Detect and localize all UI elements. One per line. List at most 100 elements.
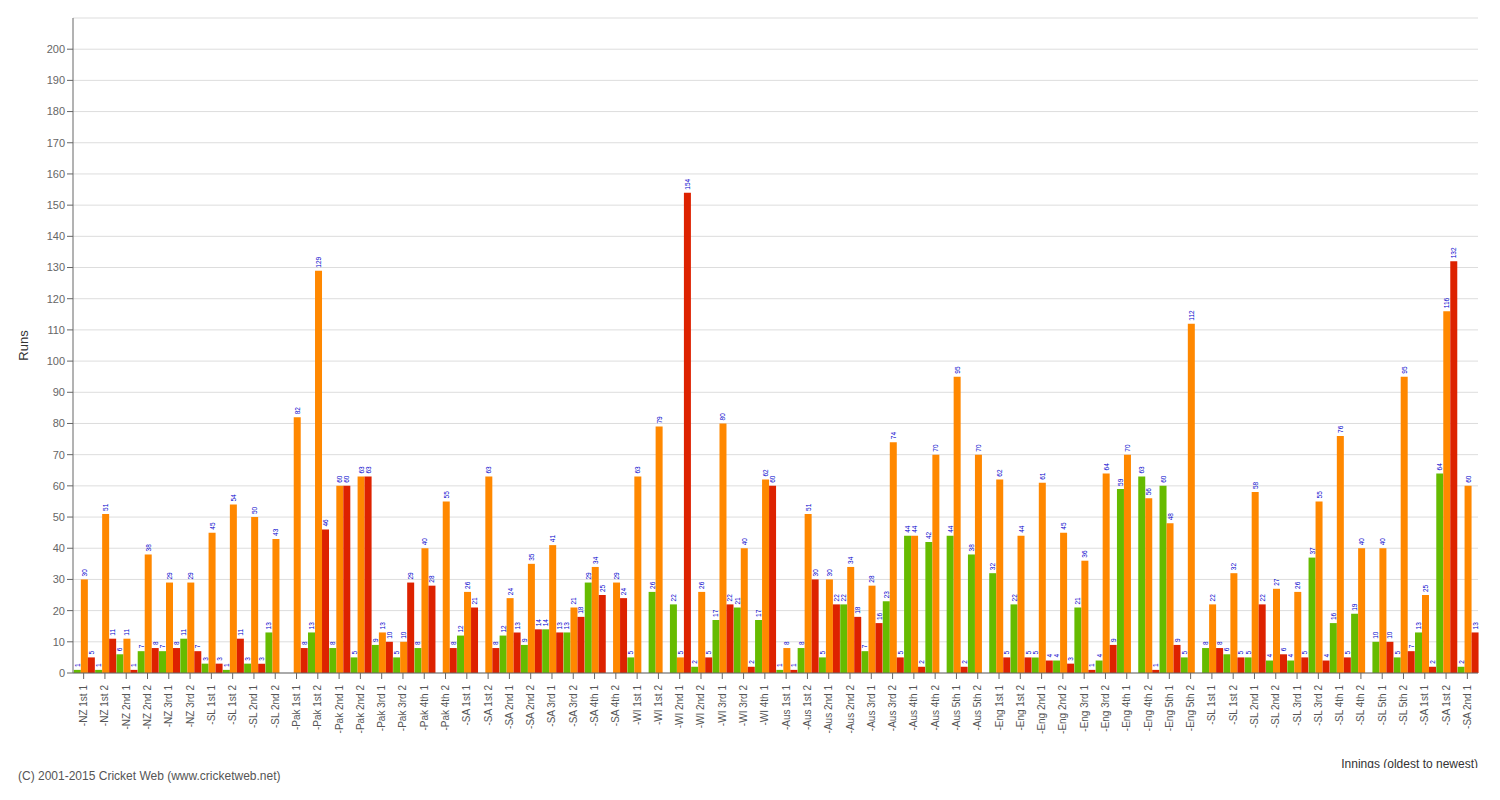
svg-text:-SL 4th 2: -SL 4th 2: [1355, 685, 1366, 726]
svg-text:12: 12: [457, 625, 464, 633]
svg-text:17: 17: [712, 609, 719, 617]
svg-text:21: 21: [471, 597, 478, 605]
svg-text:-SL 4th 1: -SL 4th 1: [1334, 685, 1345, 726]
svg-text:7: 7: [862, 644, 869, 648]
svg-text:150: 150: [47, 199, 65, 211]
svg-text:19: 19: [1351, 603, 1358, 611]
svg-text:3: 3: [244, 657, 251, 661]
svg-text:8: 8: [173, 641, 180, 645]
svg-text:32: 32: [989, 563, 996, 571]
svg-text:190: 190: [47, 74, 65, 86]
svg-text:30: 30: [81, 569, 88, 577]
svg-text:7: 7: [159, 644, 166, 648]
svg-text:2: 2: [918, 660, 925, 664]
svg-text:1: 1: [790, 663, 797, 667]
svg-text:61: 61: [1039, 472, 1046, 480]
svg-text:-Eng 4th 1: -Eng 4th 1: [1121, 685, 1132, 732]
svg-text:55: 55: [443, 491, 450, 499]
svg-text:13: 13: [308, 622, 315, 630]
svg-text:5: 5: [351, 650, 358, 654]
svg-text:0: 0: [59, 667, 65, 679]
svg-text:-Eng 5th 2: -Eng 5th 2: [1185, 685, 1196, 732]
svg-text:9: 9: [372, 638, 379, 642]
svg-text:10: 10: [400, 631, 407, 639]
svg-text:-SL 1st 2: -SL 1st 2: [1228, 685, 1239, 725]
svg-text:4: 4: [1287, 654, 1294, 658]
svg-text:58: 58: [1252, 481, 1259, 489]
svg-text:-WI 2nd 2: -WI 2nd 2: [695, 685, 706, 729]
svg-text:-Pak 3rd 2: -Pak 3rd 2: [397, 685, 408, 732]
svg-text:5: 5: [1003, 650, 1010, 654]
svg-text:-Aus 1st 1: -Aus 1st 1: [781, 685, 792, 730]
svg-text:1: 1: [223, 663, 230, 667]
svg-text:5: 5: [1344, 650, 1351, 654]
svg-text:63: 63: [365, 466, 372, 474]
svg-text:8: 8: [783, 641, 790, 645]
svg-text:6: 6: [1280, 647, 1287, 651]
svg-text:2: 2: [1429, 660, 1436, 664]
svg-text:4: 4: [1053, 654, 1060, 658]
svg-text:8: 8: [301, 641, 308, 645]
svg-text:22: 22: [1259, 594, 1266, 602]
svg-text:62: 62: [996, 469, 1003, 477]
svg-text:-SL 1st 1: -SL 1st 1: [206, 685, 217, 725]
svg-text:29: 29: [187, 572, 194, 580]
svg-text:5: 5: [897, 650, 904, 654]
svg-text:60: 60: [53, 480, 65, 492]
svg-text:7: 7: [138, 644, 145, 648]
svg-text:5: 5: [88, 650, 95, 654]
svg-text:40: 40: [421, 538, 428, 546]
svg-text:8: 8: [329, 641, 336, 645]
svg-text:4: 4: [1323, 654, 1330, 658]
svg-text:11: 11: [123, 629, 130, 636]
svg-text:29: 29: [613, 572, 620, 580]
svg-text:170: 170: [47, 137, 65, 149]
svg-text:51: 51: [805, 503, 812, 511]
svg-text:-Eng 3rd 1: -Eng 3rd 1: [1079, 685, 1090, 732]
svg-text:-Aus 1st 2: -Aus 1st 2: [802, 685, 813, 730]
svg-text:-Aus 5th 2: -Aus 5th 2: [972, 685, 983, 731]
svg-text:44: 44: [904, 525, 911, 533]
svg-text:60: 60: [769, 475, 776, 483]
svg-text:2: 2: [691, 660, 698, 664]
svg-text:Innings (oldest to newest): Innings (oldest to newest): [1341, 757, 1478, 768]
svg-text:-NZ 3rd 2: -NZ 3rd 2: [185, 685, 196, 728]
svg-text:26: 26: [649, 581, 656, 589]
svg-text:17: 17: [755, 609, 762, 617]
svg-text:7: 7: [194, 644, 201, 648]
svg-text:22: 22: [833, 594, 840, 602]
svg-text:28: 28: [869, 575, 876, 583]
svg-text:3: 3: [216, 657, 223, 661]
svg-text:5: 5: [705, 650, 712, 654]
svg-text:-NZ 2nd 1: -NZ 2nd 1: [121, 685, 132, 730]
svg-text:22: 22: [1011, 594, 1018, 602]
svg-text:95: 95: [1401, 366, 1408, 374]
svg-text:13: 13: [265, 622, 272, 630]
svg-text:10: 10: [386, 631, 393, 639]
svg-text:3: 3: [202, 657, 209, 661]
svg-text:24: 24: [620, 588, 627, 596]
svg-text:-SA 4th 2: -SA 4th 2: [610, 685, 621, 727]
svg-text:-SL 3rd 1: -SL 3rd 1: [1292, 685, 1303, 726]
svg-text:13: 13: [1472, 622, 1479, 630]
svg-text:20: 20: [53, 605, 65, 617]
svg-text:-Aus 4th 2: -Aus 4th 2: [930, 685, 941, 731]
svg-text:-SL 5th 1: -SL 5th 1: [1377, 685, 1388, 726]
svg-text:13: 13: [379, 622, 386, 630]
svg-text:51: 51: [102, 503, 109, 511]
svg-text:29: 29: [407, 572, 414, 580]
svg-text:1: 1: [95, 663, 102, 667]
svg-text:95: 95: [954, 366, 961, 374]
svg-text:54: 54: [230, 494, 237, 502]
svg-text:40: 40: [741, 538, 748, 546]
svg-text:60: 60: [1160, 475, 1167, 483]
svg-text:3: 3: [258, 657, 265, 661]
svg-text:8: 8: [414, 641, 421, 645]
svg-text:50: 50: [251, 506, 258, 514]
svg-text:8: 8: [152, 641, 159, 645]
svg-text:80: 80: [53, 417, 65, 429]
svg-text:154: 154: [684, 178, 691, 189]
svg-text:5: 5: [393, 650, 400, 654]
svg-text:56: 56: [1145, 488, 1152, 496]
svg-text:22: 22: [670, 594, 677, 602]
